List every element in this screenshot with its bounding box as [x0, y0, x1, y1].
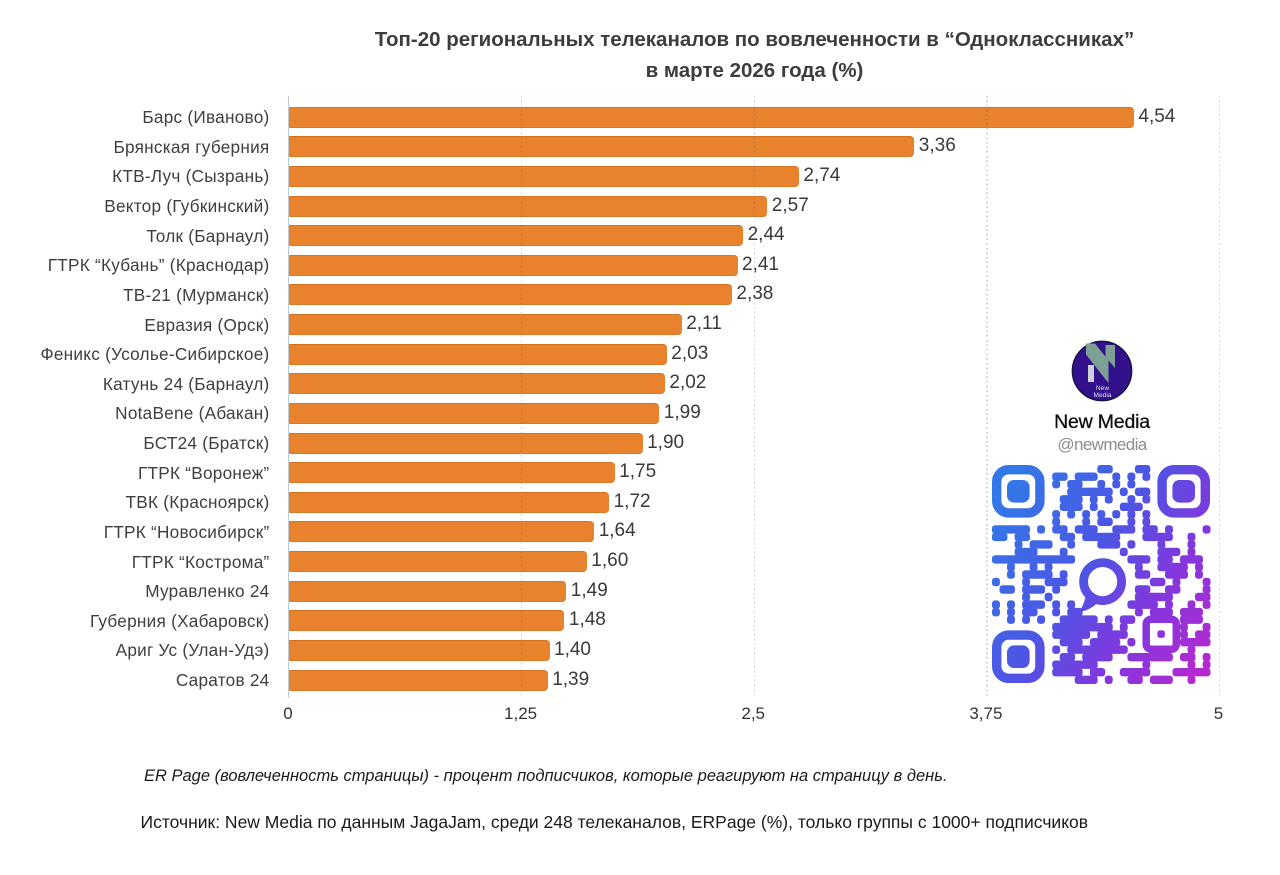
- svg-text:Media: Media: [1094, 392, 1112, 399]
- svg-text:New: New: [1096, 385, 1109, 392]
